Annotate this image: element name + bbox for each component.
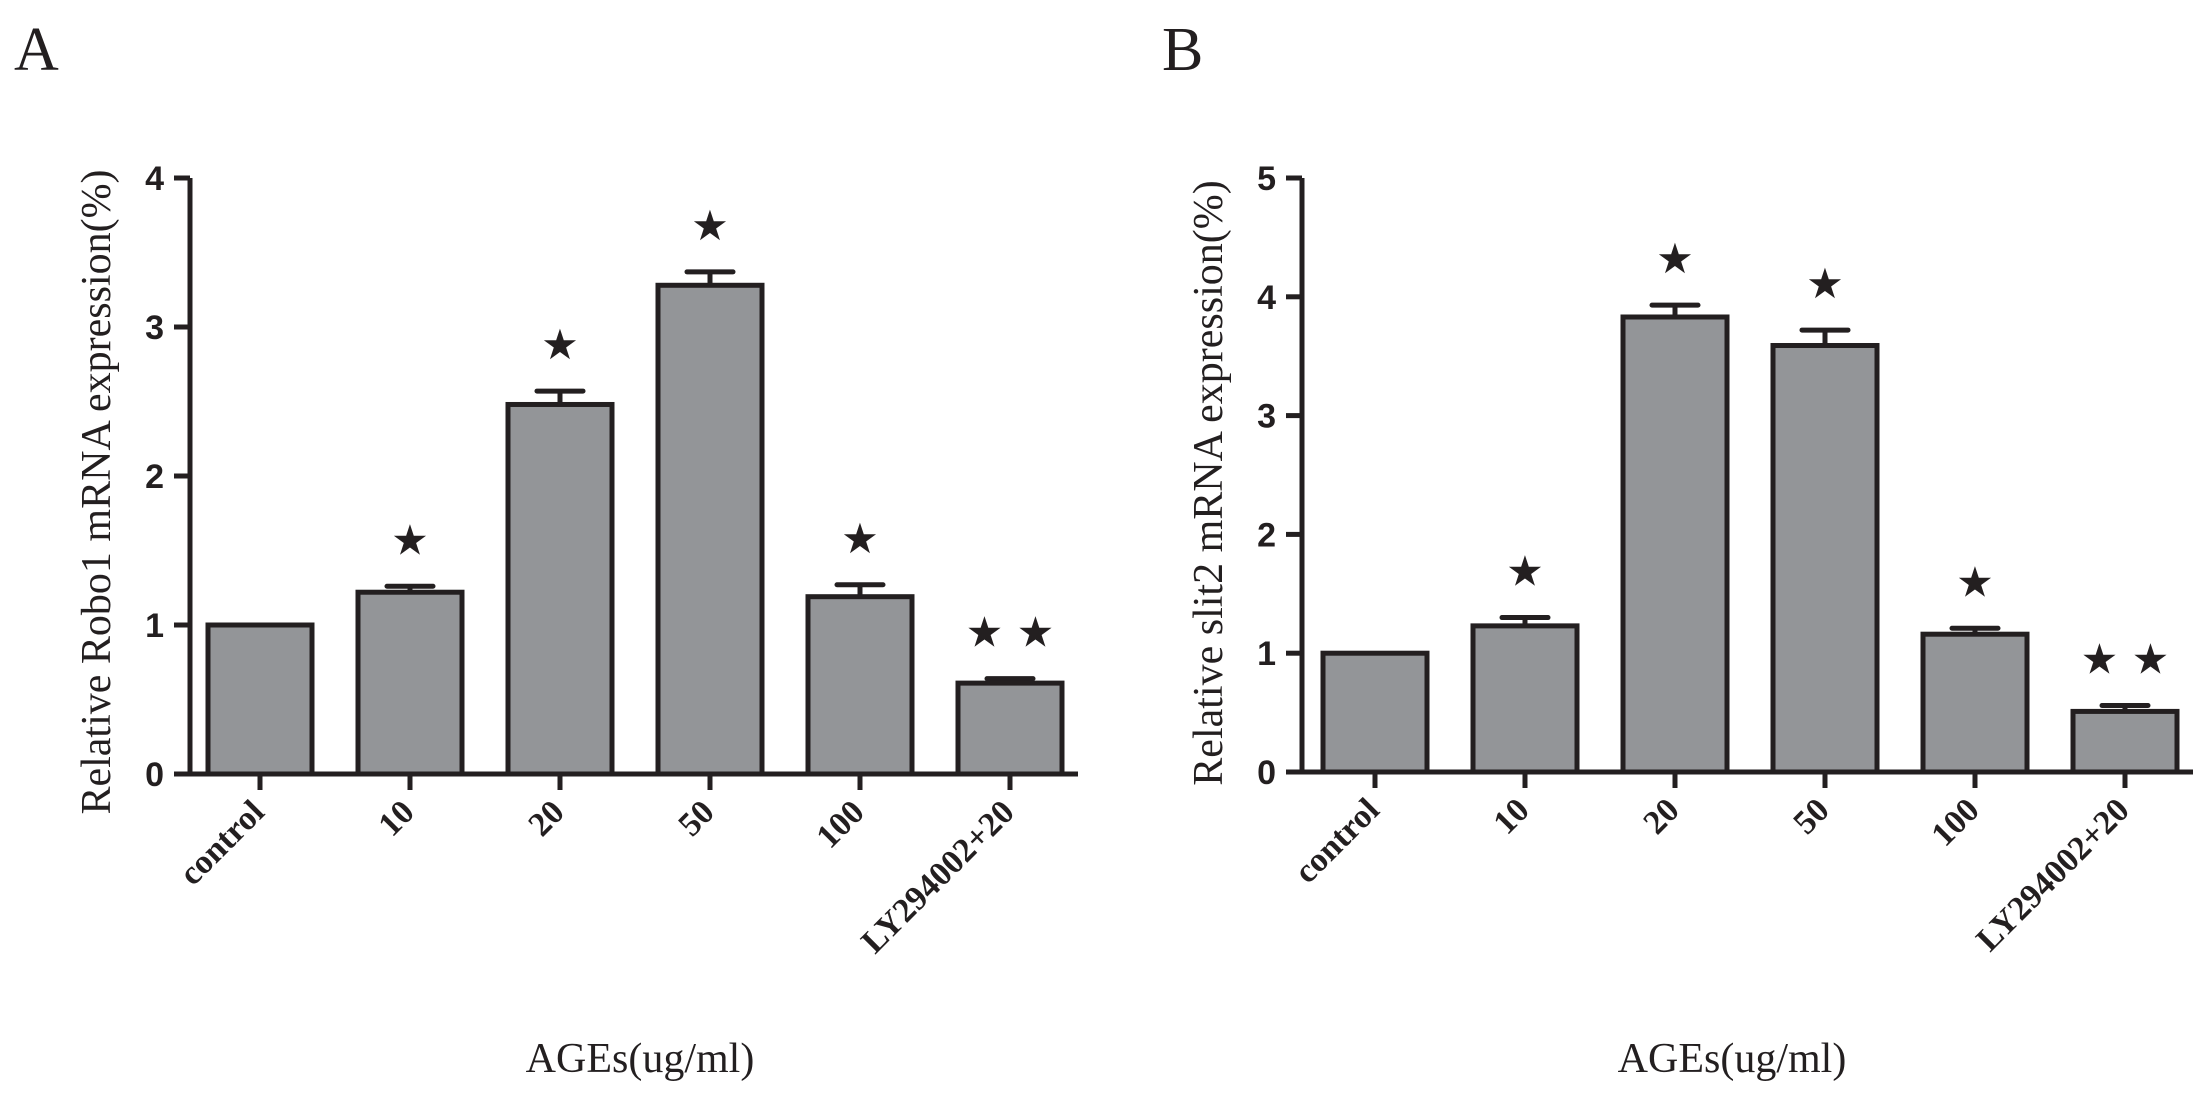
panel-b-x-axis-label: AGEs(ug/ml) bbox=[1618, 1036, 1847, 1082]
panel-a-y-tick-label-1: 1 bbox=[145, 607, 164, 645]
panel-b-bar-5 bbox=[2070, 708, 2180, 775]
panel-a-y-tick-label-3: 3 bbox=[145, 309, 164, 347]
panel-b-x-tick-label-1: 10 bbox=[1486, 791, 1536, 841]
panel-a-x-tick-label-2: 20 bbox=[521, 793, 571, 843]
panel-b-x-tick-label-3: 50 bbox=[1786, 791, 1836, 841]
panel-b-y-tick-label-4: 4 bbox=[1257, 279, 1276, 317]
panel-a-x-tick-label-1: 10 bbox=[371, 793, 421, 843]
panel-a-y-axis-label: Relative Robo1 mRNA expression(%) bbox=[74, 169, 120, 814]
panel-a-letter: A bbox=[14, 16, 59, 84]
panel-a-significance-star-3: ★ bbox=[691, 201, 729, 250]
panel-b-bar-3 bbox=[1770, 343, 1880, 775]
panel-b-significance-star-1: ★ bbox=[1506, 547, 1544, 596]
panel-a-x-tick-label-0: control bbox=[172, 793, 271, 892]
panel-b-bar-1 bbox=[1470, 623, 1580, 775]
panel-b-y-tick-label-1: 1 bbox=[1257, 635, 1276, 673]
panel-a-x-tick-label-5: LY294002+20 bbox=[854, 793, 1021, 960]
panel-b-x-tick-label-0: control bbox=[1287, 791, 1386, 890]
panel-b-significance-star-2: ★ bbox=[1656, 234, 1694, 283]
panel-b-significance-star-5: ★ ★ bbox=[2081, 634, 2170, 683]
panel-a-significance-star-1: ★ bbox=[391, 515, 429, 564]
panel-b-bar-4 bbox=[1920, 631, 2030, 775]
panel-a-bar-4 bbox=[805, 594, 915, 777]
panel-a-bar-2 bbox=[505, 401, 615, 777]
panel-b-y-tick-label-3: 3 bbox=[1257, 398, 1276, 436]
panel-a-plot-area: control ★ 10 ★ 20 ★ 50 ★ 100 ★ ★ LY294002+20 0 1 2 3 4 bbox=[145, 160, 1078, 961]
panel-b-y-tick-label-0: 0 bbox=[1257, 754, 1276, 792]
panel-a-x-axis-label: AGEs(ug/ml) bbox=[526, 1036, 755, 1082]
panel-a-bar-1 bbox=[355, 589, 465, 777]
panel-a-x-tick-label-4: 100 bbox=[809, 793, 871, 855]
panel-b-significance-star-3: ★ bbox=[1806, 259, 1844, 308]
panel-b-significance-star-4: ★ bbox=[1956, 557, 1994, 606]
panel-a-bar-0 bbox=[205, 622, 315, 777]
panel-b-x-tick-label-5: LY294002+20 bbox=[1969, 791, 2136, 958]
panel-a-bar-3 bbox=[655, 282, 765, 777]
panel-b-y-tick-label-2: 2 bbox=[1257, 516, 1276, 554]
panel-a-y-tick-label-2: 2 bbox=[145, 458, 164, 496]
panel-b-x-tick-label-4: 100 bbox=[1924, 791, 1986, 853]
panel-b-bar-2 bbox=[1620, 314, 1730, 775]
panel-b: B Relative slit2 mRNA expression(%) AGEs… bbox=[1162, 16, 2193, 1082]
panel-b-plot-area: control ★ 10 ★ 20 ★ 50 ★ 100 ★ ★ LY294002+20 0 1 2 3 4 5 bbox=[1257, 160, 2193, 959]
panel-a-significance-star-2: ★ bbox=[541, 320, 579, 369]
panel-a: A Relative Robo1 mRNA expression(%) AGEs… bbox=[14, 16, 1078, 1082]
panel-a-significance-star-4: ★ bbox=[841, 514, 879, 563]
panel-b-letter: B bbox=[1162, 16, 1203, 84]
panel-a-bar-5 bbox=[955, 680, 1065, 777]
panel-b-y-axis-label: Relative slit2 mRNA expression(%) bbox=[1186, 180, 1232, 785]
panel-a-x-tick-label-3: 50 bbox=[671, 793, 721, 843]
panel-a-y-tick-label-0: 0 bbox=[145, 756, 164, 794]
panel-a-y-tick-label-4: 4 bbox=[145, 160, 164, 198]
panel-b-x-tick-label-2: 20 bbox=[1636, 791, 1686, 841]
panel-a-significance-star-5: ★ ★ bbox=[966, 608, 1055, 657]
panel-b-y-tick-label-5: 5 bbox=[1257, 160, 1276, 198]
panel-b-bar-0 bbox=[1320, 650, 1430, 775]
